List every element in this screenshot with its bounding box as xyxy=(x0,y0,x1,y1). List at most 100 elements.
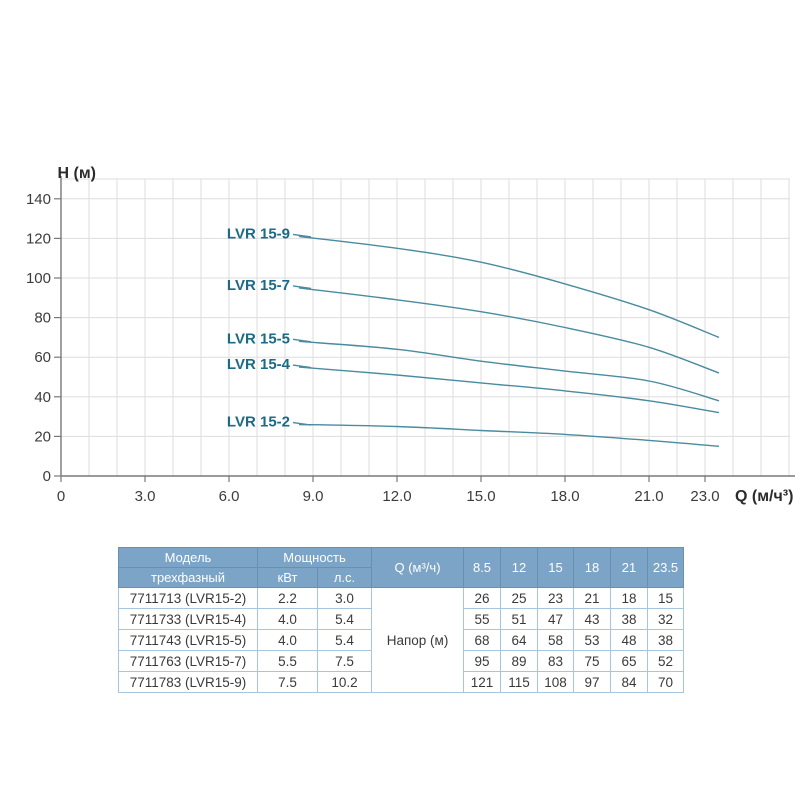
head-value-cell: 121 xyxy=(463,671,502,693)
table-row: 7711783 (LVR15-9) 7.5 10.2 121 115 108 97 84 70 xyxy=(118,671,685,693)
kw-cell: 5.5 xyxy=(257,650,318,672)
table-row: 7711733 (LVR15-4) 4.0 5.4 55 51 47 43 38 32 xyxy=(118,608,685,630)
series-label: LVR 15-4 xyxy=(227,356,291,373)
header-model: Модель xyxy=(118,547,258,568)
head-value-cell: 21 xyxy=(573,587,612,609)
head-value-cell: 84 xyxy=(610,671,649,693)
series-label: LVR 15-5 xyxy=(227,330,290,347)
y-tick-label: 120 xyxy=(26,230,51,247)
head-value-cell: 58 xyxy=(537,629,575,651)
head-value-cell: 32 xyxy=(647,608,685,630)
head-value-cell: 64 xyxy=(500,629,539,651)
curve-lvr-15-2 xyxy=(298,423,720,447)
hp-cell: 10.2 xyxy=(316,671,373,693)
curve-lvr-15-4 xyxy=(298,366,720,414)
head-value-cell: 38 xyxy=(610,608,649,630)
series-label-leader xyxy=(292,233,312,238)
pump-performance-table: Модель Мощность Q (м³/ч) 8.5 12 15 18 21… xyxy=(118,547,685,693)
head-value-cell: 83 xyxy=(537,650,575,672)
head-value-cell: 47 xyxy=(537,608,575,630)
head-value-cell: 52 xyxy=(647,650,685,672)
head-value-cell: 18 xyxy=(610,587,649,609)
header-kw: кВт xyxy=(257,567,318,588)
series-label: LVR 15-9 xyxy=(227,225,290,242)
head-value-cell: 25 xyxy=(500,587,539,609)
head-value-cell: 97 xyxy=(573,671,612,693)
series-label: LVR 15-7 xyxy=(227,277,290,294)
y-tick-label: 40 xyxy=(34,389,51,406)
head-value-cell: 15 xyxy=(647,587,685,609)
kw-cell: 4.0 xyxy=(257,608,318,630)
model-cell: 7711763 (LVR15-7) xyxy=(118,650,258,672)
header-hp: л.с. xyxy=(316,567,373,588)
header-q-value: 8.5 xyxy=(463,547,502,588)
table-body: 7711713 (LVR15-2) 2.2 3.0 Напор (м) 26 25 23 21… xyxy=(118,587,685,693)
head-value-cell: 55 xyxy=(463,608,502,630)
head-value-cell: 43 xyxy=(573,608,612,630)
header-power: Мощность xyxy=(256,547,373,568)
kw-cell: 2.2 xyxy=(257,587,318,609)
table-row: 7711743 (LVR15-5) 4.0 5.4 68 64 58 53 48 38 xyxy=(118,629,685,651)
y-tick-label: 0 xyxy=(43,468,51,485)
y-tick-label: 80 xyxy=(34,310,51,327)
head-value-cell: 23 xyxy=(537,587,575,609)
head-column-label: Напор (м) xyxy=(371,587,465,693)
x-tick-label: 3.0 xyxy=(135,488,156,505)
series-label: LVR 15-2 xyxy=(227,414,290,431)
head-value-cell: 75 xyxy=(573,650,612,672)
head-value-cell: 53 xyxy=(573,629,612,651)
hp-cell: 5.4 xyxy=(316,608,373,630)
kw-cell: 7.5 xyxy=(257,671,318,693)
header-model-sub: трехфазный xyxy=(118,567,258,588)
head-value-cell: 65 xyxy=(610,650,649,672)
y-axis-title: H (м) xyxy=(58,165,97,182)
y-tick-label: 140 xyxy=(26,191,51,208)
x-tick-label: 9.0 xyxy=(303,488,324,505)
x-tick-label: 0 xyxy=(57,488,65,505)
curve-lvr-15-7 xyxy=(298,287,720,374)
x-tick-label: 21.0 xyxy=(634,488,663,505)
head-value-cell: 89 xyxy=(500,650,539,672)
table-header: Модель Мощность Q (м³/ч) 8.5 12 15 18 21… xyxy=(118,547,685,588)
x-tick-label: 18.0 xyxy=(550,488,579,505)
head-value-cell: 95 xyxy=(463,650,502,672)
model-cell: 7711713 (LVR15-2) xyxy=(118,587,258,609)
header-q-flow: Q (м³/ч) xyxy=(371,547,465,588)
pump-curves-chart: 0 20 40 60 80 100 120 140 0 3.0 6.0 9.0 12.0 15.0 18.0… xyxy=(26,165,795,505)
head-value-cell: 68 xyxy=(463,629,502,651)
head-value-cell: 115 xyxy=(500,671,539,693)
model-cell: 7711733 (LVR15-4) xyxy=(118,608,258,630)
x-tick-label: 15.0 xyxy=(466,488,495,505)
x-tick-label: 12.0 xyxy=(382,488,411,505)
x-tick-label: 6.0 xyxy=(219,488,240,505)
y-tick-label: 20 xyxy=(34,428,51,445)
hp-cell: 7.5 xyxy=(316,650,373,672)
series-label-leader xyxy=(292,285,312,290)
head-value-cell: 38 xyxy=(647,629,685,651)
table-row: 7711763 (LVR15-7) 5.5 7.5 95 89 83 75 65 52 xyxy=(118,650,685,672)
header-q-value: 21 xyxy=(610,547,649,588)
head-value-cell: 48 xyxy=(610,629,649,651)
y-tick-label: 60 xyxy=(34,349,51,366)
model-cell: 7711743 (LVR15-5) xyxy=(118,629,258,651)
hp-cell: 5.4 xyxy=(316,629,373,651)
x-tick-label: 23.0 xyxy=(690,488,719,505)
y-tick-label: 100 xyxy=(26,270,51,287)
header-q-value: 23.5 xyxy=(647,547,685,588)
curve-lvr-15-9 xyxy=(298,235,720,339)
curve-lvr-15-5 xyxy=(298,340,720,402)
table-row: 7711713 (LVR15-2) 2.2 3.0 Напор (м) 26 25 23 21… xyxy=(118,587,685,693)
head-value-cell: 108 xyxy=(537,671,575,693)
table-header-row-1: Модель Мощность Q (м³/ч) 8.5 12 15 18 21… xyxy=(118,547,685,588)
head-value-cell: 70 xyxy=(647,671,685,693)
header-q-value: 15 xyxy=(537,547,575,588)
header-q-value: 12 xyxy=(500,547,539,588)
x-axis-title: Q (м/ч³) xyxy=(735,488,793,505)
kw-cell: 4.0 xyxy=(257,629,318,651)
series-label-leader xyxy=(292,421,312,426)
head-value-cell: 51 xyxy=(500,608,539,630)
head-value-cell: 26 xyxy=(463,587,502,609)
series-label-leader xyxy=(292,338,312,343)
header-q-value: 18 xyxy=(573,547,612,588)
